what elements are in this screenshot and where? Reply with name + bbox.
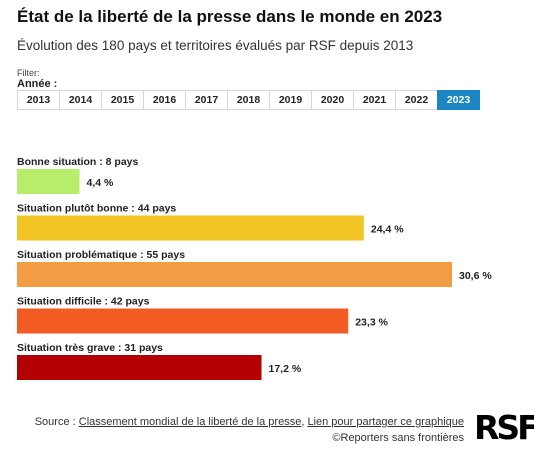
year-button-2016[interactable]: 2016 bbox=[143, 90, 186, 110]
year-button-2020[interactable]: 2020 bbox=[311, 90, 354, 110]
year-button-2013[interactable]: 2013 bbox=[17, 90, 60, 110]
category-label: Situation problématique : 55 pays bbox=[17, 249, 185, 261]
value-label: 30,6 % bbox=[459, 270, 492, 282]
footer-copyright: ©Reporters sans frontières bbox=[332, 432, 464, 444]
share-link[interactable]: Lien pour partager ce graphique bbox=[307, 416, 464, 428]
bar[interactable] bbox=[17, 355, 262, 380]
rsf-logo: RSF bbox=[474, 408, 534, 447]
year-button-2019[interactable]: 2019 bbox=[269, 90, 312, 110]
value-label: 17,2 % bbox=[269, 363, 302, 375]
chart-subtitle: Évolution des 180 pays et territoires év… bbox=[17, 38, 414, 53]
bar[interactable] bbox=[17, 262, 452, 287]
value-label: 4,4 % bbox=[87, 177, 115, 189]
value-label: 24,4 % bbox=[371, 224, 404, 236]
bar[interactable] bbox=[17, 308, 349, 334]
bar-chart: Bonne situation : 8 pays 4,4 % Situation p… bbox=[17, 156, 492, 380]
source-prefix: Source : bbox=[34, 416, 79, 428]
year-selector: 2013 2014 2015 2016 2017 2018 2019 2020 2021 2022… bbox=[17, 90, 480, 110]
category-label: Situation très grave : 31 pays bbox=[17, 342, 163, 354]
category-label: Situation difficile : 42 pays bbox=[17, 296, 150, 308]
category-label: Bonne situation : 8 pays bbox=[17, 156, 139, 168]
year-button-2022[interactable]: 2022 bbox=[395, 90, 438, 110]
filter-label: Filter: bbox=[17, 68, 40, 78]
year-button-2023[interactable]: 2023 bbox=[437, 90, 480, 110]
year-filter-label: Année : bbox=[17, 78, 58, 90]
category-label: Situation plutôt bonne : 44 pays bbox=[17, 203, 176, 215]
year-button-2018[interactable]: 2018 bbox=[227, 90, 270, 110]
bar[interactable] bbox=[17, 215, 364, 241]
year-button-2017[interactable]: 2017 bbox=[185, 90, 228, 110]
chart-title: État de la liberté de la presse dans le … bbox=[17, 7, 443, 26]
year-button-2015[interactable]: 2015 bbox=[101, 90, 144, 110]
source-link[interactable]: Classement mondial de la liberté de la p… bbox=[78, 416, 302, 428]
bar[interactable] bbox=[17, 169, 80, 194]
value-label: 23,3 % bbox=[355, 317, 388, 329]
year-button-2021[interactable]: 2021 bbox=[353, 90, 396, 110]
year-button-2014[interactable]: 2014 bbox=[59, 90, 102, 110]
footer-separator: , bbox=[301, 416, 308, 428]
footer-source: Source : Classement mondial de la libert… bbox=[35, 416, 464, 428]
